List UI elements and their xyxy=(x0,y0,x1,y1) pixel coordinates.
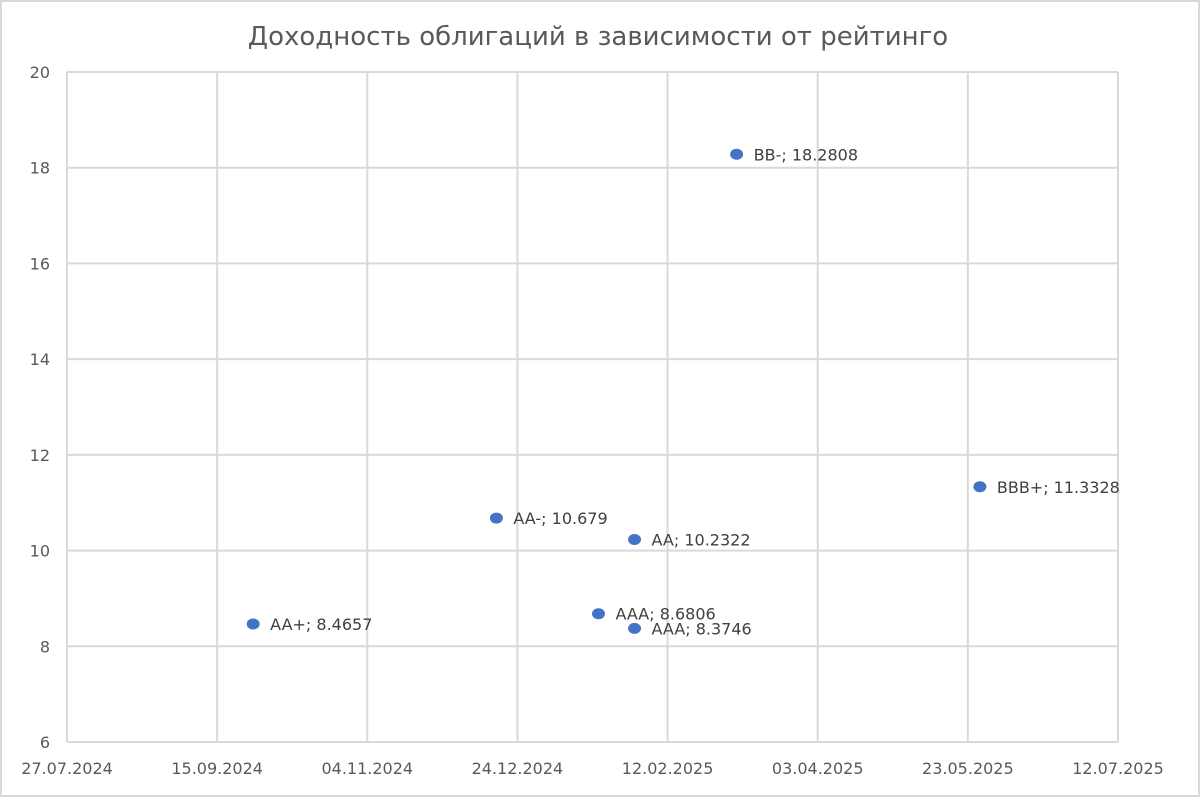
data-point xyxy=(246,618,260,630)
x-tick-label: 04.11.2024 xyxy=(321,759,413,778)
data-label: AAA; 8.3746 xyxy=(652,619,752,638)
data-label: BBB+; 11.3328 xyxy=(997,478,1120,497)
chart-title: Доходность облигаций в зависимости от ре… xyxy=(248,22,948,52)
y-tick-label: 16 xyxy=(30,254,50,273)
x-tick-label: 23.05.2025 xyxy=(922,759,1014,778)
data-label: AA; 10.2322 xyxy=(652,530,751,549)
data-label: AA+; 8.4657 xyxy=(270,615,372,634)
y-tick-label: 14 xyxy=(30,350,50,369)
y-tick-label: 6 xyxy=(40,733,50,752)
x-tick-label: 24.12.2024 xyxy=(472,759,564,778)
data-point xyxy=(592,608,606,620)
data-point xyxy=(730,148,744,160)
x-tick-label: 03.04.2025 xyxy=(772,759,864,778)
data-label: AAA; 8.6806 xyxy=(616,605,716,624)
data-point xyxy=(628,622,642,634)
data-point xyxy=(628,533,642,545)
data-label: BB-; 18.2808 xyxy=(754,145,858,164)
data-label: AA-; 10.679 xyxy=(513,509,607,528)
y-tick-label: 12 xyxy=(30,446,50,465)
x-tick-label: 27.07.2024 xyxy=(21,759,113,778)
y-tick-label: 18 xyxy=(30,159,50,178)
y-tick-label: 20 xyxy=(30,63,50,82)
x-tick-label: 12.02.2025 xyxy=(622,759,714,778)
y-tick-label: 10 xyxy=(30,542,50,561)
y-tick-label: 8 xyxy=(40,637,50,656)
x-tick-label: 12.07.2025 xyxy=(1072,759,1164,778)
data-point xyxy=(973,481,987,493)
x-tick-label: 15.09.2024 xyxy=(171,759,263,778)
data-point xyxy=(489,512,503,524)
